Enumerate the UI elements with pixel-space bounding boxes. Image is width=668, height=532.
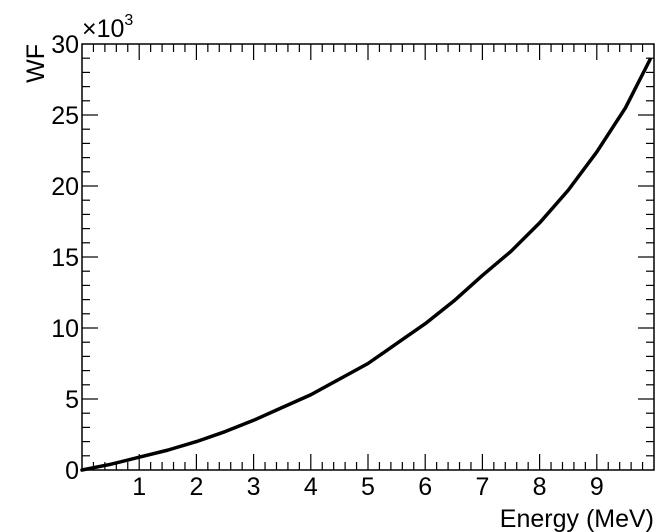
- y-tick-label: 30: [51, 31, 79, 59]
- x-tick-label: 9: [590, 473, 604, 501]
- y-tick-label: 0: [65, 457, 79, 485]
- y-axis-tick-labels: 0 5 10 15 20 25 30: [51, 31, 79, 485]
- y-axis-title: WF: [22, 44, 50, 83]
- y-axis-multiplier: ×103: [82, 12, 133, 43]
- x-tick-label: 2: [189, 473, 203, 501]
- y-tick-label: 25: [51, 102, 79, 130]
- x-axis-title: Energy (MeV): [500, 505, 654, 532]
- y-tick-label: 5: [65, 386, 79, 414]
- y-tick-label: 20: [51, 173, 79, 201]
- y-tick-label: 15: [51, 244, 79, 272]
- x-tick-label: 3: [247, 473, 261, 501]
- y-axis-ticks: [82, 57, 654, 457]
- series-line: [80, 57, 652, 472]
- plot-frame: [81, 43, 655, 471]
- x-axis-ticks: [92, 44, 644, 470]
- x-tick-label: 6: [418, 473, 432, 501]
- x-tick-label: 8: [533, 473, 547, 501]
- y-axis-multiplier-exponent: 3: [124, 12, 133, 29]
- x-tick-label: 7: [475, 473, 489, 501]
- x-tick-label: 4: [304, 473, 318, 501]
- x-tick-label: 5: [361, 473, 375, 501]
- y-tick-label: 10: [51, 315, 79, 343]
- x-tick-label: 1: [132, 473, 146, 501]
- y-axis-multiplier-base: ×10: [82, 15, 124, 43]
- x-axis-tick-labels: 1 2 3 4 5 6 7 8 9: [132, 473, 604, 501]
